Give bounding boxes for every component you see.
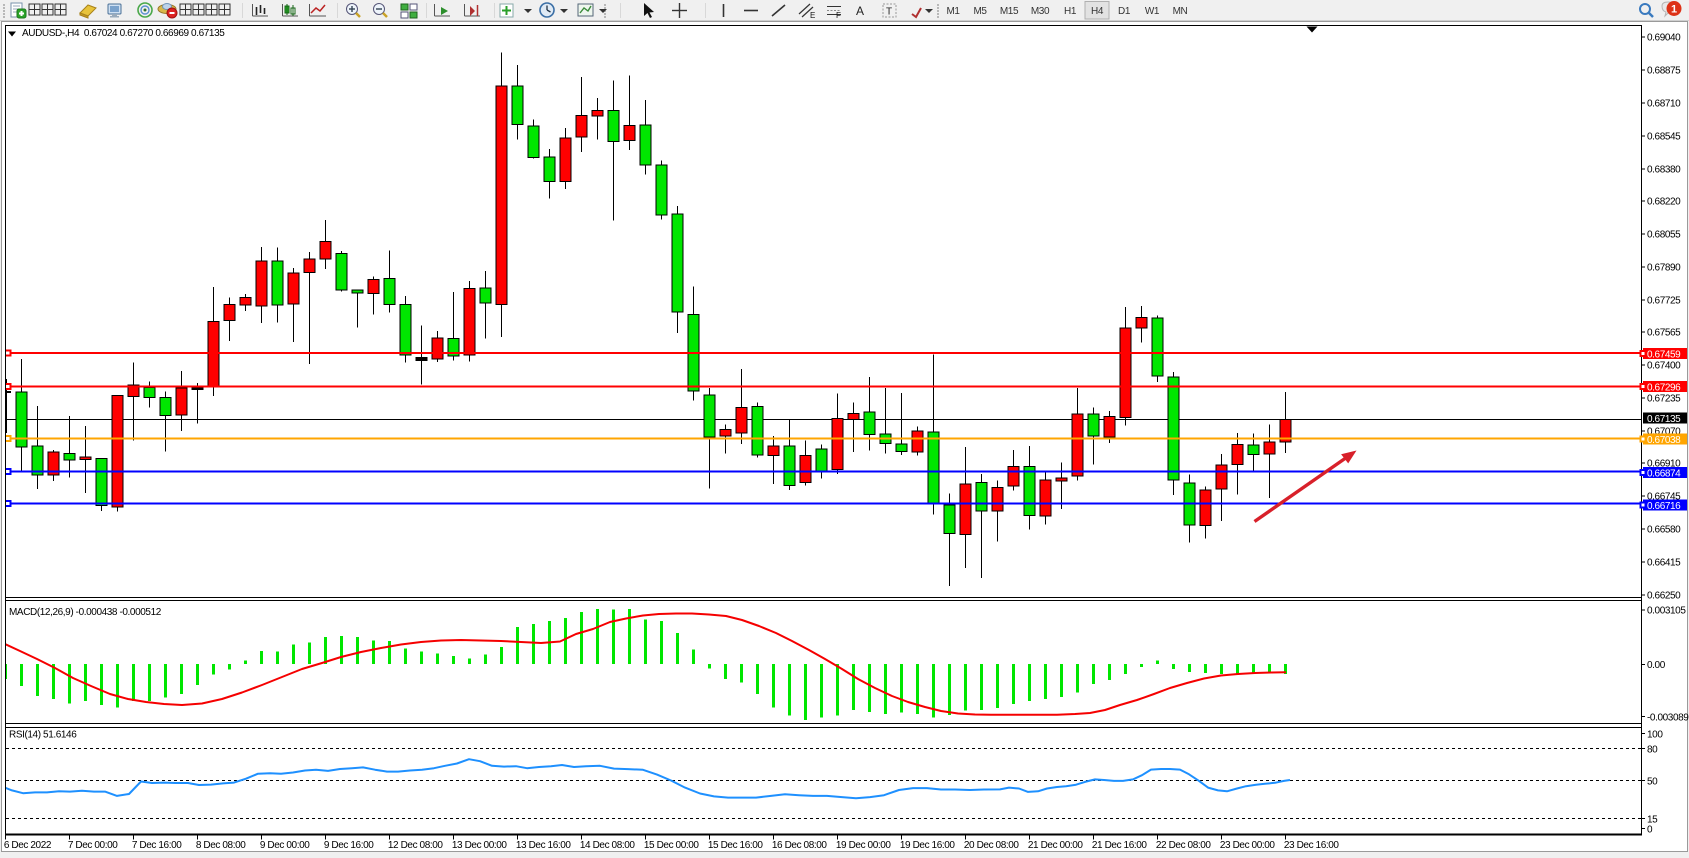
svg-text:22 Dec 08:00: 22 Dec 08:00 bbox=[1156, 840, 1212, 851]
svg-text:0.69040: 0.69040 bbox=[1647, 32, 1681, 43]
svg-text:6 Dec 2022: 6 Dec 2022 bbox=[4, 840, 52, 851]
svg-text:M30: M30 bbox=[1031, 6, 1050, 17]
svg-text:21 Dec 00:00: 21 Dec 00:00 bbox=[1028, 840, 1084, 851]
svg-text:80: 80 bbox=[1647, 744, 1658, 755]
svg-text:0.66250: 0.66250 bbox=[1647, 590, 1681, 601]
svg-text:0.66910: 0.66910 bbox=[1647, 458, 1681, 469]
svg-text:M1: M1 bbox=[946, 6, 960, 17]
svg-text:12 Dec 08:00: 12 Dec 08:00 bbox=[388, 840, 444, 851]
svg-text:0.67725: 0.67725 bbox=[1647, 295, 1681, 306]
svg-text:-0.003089: -0.003089 bbox=[1647, 712, 1689, 723]
svg-text:9 Dec 00:00: 9 Dec 00:00 bbox=[260, 840, 310, 851]
svg-text:1: 1 bbox=[1671, 4, 1677, 16]
svg-text:0.67565: 0.67565 bbox=[1647, 327, 1681, 338]
svg-text:W1: W1 bbox=[1145, 6, 1160, 17]
svg-text:M15: M15 bbox=[1000, 6, 1019, 17]
svg-text:13 Dec 16:00: 13 Dec 16:00 bbox=[516, 840, 572, 851]
svg-text:0.68380: 0.68380 bbox=[1647, 164, 1681, 175]
svg-text:0.003105: 0.003105 bbox=[1647, 606, 1686, 617]
svg-text:100: 100 bbox=[1647, 729, 1663, 740]
svg-text:16 Dec 08:00: 16 Dec 08:00 bbox=[772, 840, 828, 851]
svg-text:0.67400: 0.67400 bbox=[1647, 360, 1681, 371]
svg-text:0.66580: 0.66580 bbox=[1647, 524, 1681, 535]
svg-text:F: F bbox=[836, 11, 841, 20]
svg-text:20 Dec 08:00: 20 Dec 08:00 bbox=[964, 840, 1020, 851]
svg-text:19 Dec 00:00: 19 Dec 00:00 bbox=[836, 840, 892, 851]
svg-text:0.67135: 0.67135 bbox=[1647, 414, 1681, 425]
svg-text:RSI(14) 51.6146: RSI(14) 51.6146 bbox=[9, 730, 77, 741]
svg-text:T: T bbox=[886, 7, 892, 18]
svg-text:D1: D1 bbox=[1118, 6, 1131, 17]
svg-text:23 Dec 16:00: 23 Dec 16:00 bbox=[1284, 840, 1340, 851]
svg-text:0.67459: 0.67459 bbox=[1647, 349, 1681, 360]
svg-text:H4: H4 bbox=[1091, 6, 1104, 17]
svg-text:50: 50 bbox=[1647, 776, 1658, 787]
svg-text:E: E bbox=[810, 11, 815, 20]
svg-text:8 Dec 08:00: 8 Dec 08:00 bbox=[196, 840, 246, 851]
svg-text:7 Dec 00:00: 7 Dec 00:00 bbox=[68, 840, 118, 851]
svg-text:13 Dec 00:00: 13 Dec 00:00 bbox=[452, 840, 508, 851]
svg-text:0.67296: 0.67296 bbox=[1647, 382, 1681, 393]
svg-text:0.68875: 0.68875 bbox=[1647, 65, 1681, 76]
svg-text:19 Dec 16:00: 19 Dec 16:00 bbox=[900, 840, 956, 851]
svg-text:MN: MN bbox=[1173, 6, 1188, 17]
svg-text:0.00: 0.00 bbox=[1647, 660, 1666, 671]
svg-text:0.68545: 0.68545 bbox=[1647, 131, 1681, 142]
svg-text:23 Dec 00:00: 23 Dec 00:00 bbox=[1220, 840, 1276, 851]
svg-text:14 Dec 08:00: 14 Dec 08:00 bbox=[580, 840, 636, 851]
svg-text:0.66716: 0.66716 bbox=[1647, 501, 1681, 512]
svg-text:7 Dec 16:00: 7 Dec 16:00 bbox=[132, 840, 182, 851]
svg-text:AUDUSD-,H4 0.67024 0.67270 0.: AUDUSD-,H4 0.67024 0.67270 0.66969 0.671… bbox=[22, 28, 225, 39]
svg-text:15 Dec 00:00: 15 Dec 00:00 bbox=[644, 840, 700, 851]
svg-text:21 Dec 16:00: 21 Dec 16:00 bbox=[1092, 840, 1148, 851]
svg-text:15: 15 bbox=[1647, 814, 1658, 825]
svg-text:0.67070: 0.67070 bbox=[1647, 426, 1681, 437]
svg-text:H1: H1 bbox=[1064, 6, 1077, 17]
svg-text:0: 0 bbox=[1647, 824, 1653, 835]
svg-text:0.68220: 0.68220 bbox=[1647, 196, 1681, 207]
svg-text:9 Dec 16:00: 9 Dec 16:00 bbox=[324, 840, 374, 851]
svg-text:0.68055: 0.68055 bbox=[1647, 229, 1681, 240]
svg-text:15 Dec 16:00: 15 Dec 16:00 bbox=[708, 840, 764, 851]
svg-text:0.67890: 0.67890 bbox=[1647, 262, 1681, 273]
svg-text:0.66874: 0.66874 bbox=[1647, 468, 1681, 479]
svg-text:MACD(12,26,9) -0.000438 -0.000: MACD(12,26,9) -0.000438 -0.000512 bbox=[9, 607, 162, 618]
svg-text:0.67038: 0.67038 bbox=[1647, 435, 1681, 446]
svg-text:0.66745: 0.66745 bbox=[1647, 491, 1681, 502]
svg-text:0.67235: 0.67235 bbox=[1647, 393, 1681, 404]
svg-text:M5: M5 bbox=[973, 6, 987, 17]
svg-text:A: A bbox=[856, 4, 864, 18]
svg-text:0.68710: 0.68710 bbox=[1647, 98, 1681, 109]
svg-text:0.66415: 0.66415 bbox=[1647, 557, 1681, 568]
